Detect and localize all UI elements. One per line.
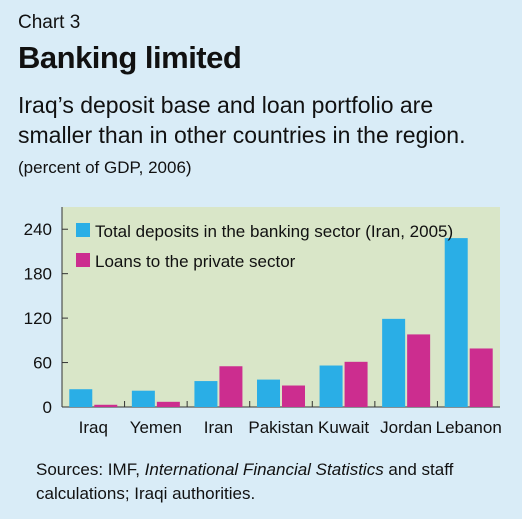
y-tick-label: 120 <box>24 309 52 328</box>
sources-prefix: Sources: IMF, <box>36 460 145 479</box>
x-tick-label: Lebanon <box>436 418 502 437</box>
bar-deposits <box>444 238 468 407</box>
legend-swatch-loans <box>76 253 90 267</box>
bar-loans <box>156 401 180 407</box>
bar-deposits <box>319 365 343 407</box>
legend-swatch-deposits <box>76 223 90 237</box>
bar-deposits <box>257 379 280 407</box>
legend-label-loans: Loans to the private sector <box>95 252 296 271</box>
bar-deposits <box>131 390 155 407</box>
y-tick-label: 180 <box>24 265 52 284</box>
bar-loans <box>282 385 305 407</box>
bar-loans <box>94 404 118 407</box>
chart-number: Chart 3 <box>18 12 81 33</box>
x-tick-label: Yemen <box>130 418 182 437</box>
chart-title: Banking limited <box>18 40 242 75</box>
x-tick-label: Jordan <box>380 418 432 437</box>
sources-publication: International Financial Statistics <box>144 460 384 479</box>
units-note: (percent of GDP, 2006) <box>18 158 192 177</box>
x-tick-label: Iraq <box>79 418 108 437</box>
bar-loans <box>469 348 493 407</box>
chart-subtitle: Iraq’s deposit base and loan portfolio a… <box>18 92 466 148</box>
bar-loans <box>219 366 243 407</box>
y-tick-label: 60 <box>33 354 52 373</box>
bar-deposits <box>382 318 406 407</box>
sources-note: Sources: IMF, International Financial St… <box>36 458 506 506</box>
bar-loans <box>344 361 368 407</box>
legend-label-deposits: Total deposits in the banking sector (Ir… <box>95 222 453 241</box>
x-tick-label: Pakistan <box>248 418 313 437</box>
bar-loans <box>407 334 431 407</box>
y-tick-label: 240 <box>24 220 52 239</box>
bar-deposits <box>194 381 218 407</box>
x-tick-label: Iran <box>204 418 233 437</box>
y-tick-label: 0 <box>43 398 52 417</box>
x-tick-label: Kuwait <box>318 418 369 437</box>
sources-suffix: and staff calculations; Iraqi authoritie… <box>36 460 454 503</box>
bar-deposits <box>69 389 93 407</box>
